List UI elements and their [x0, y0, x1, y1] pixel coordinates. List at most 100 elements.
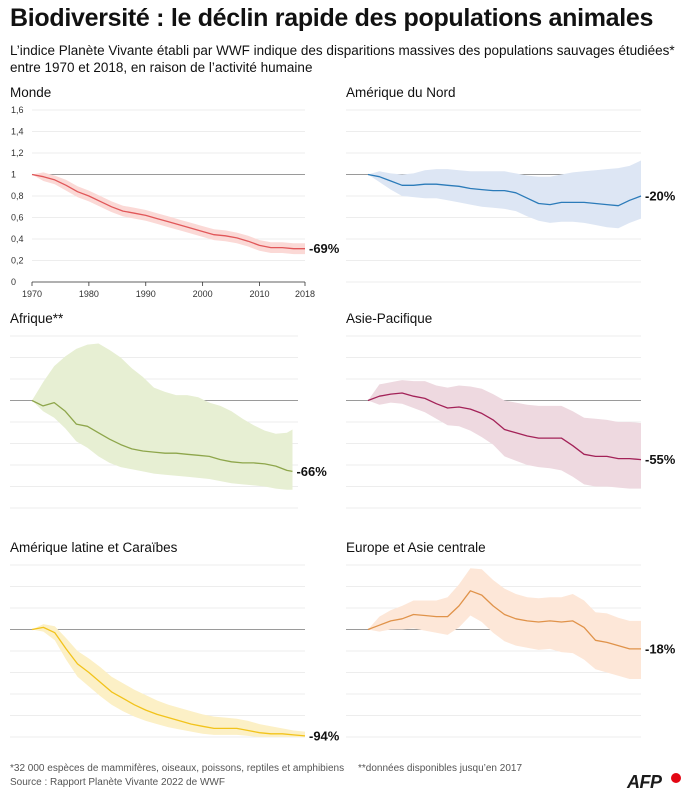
- data-point: [174, 452, 177, 455]
- data-point: [378, 395, 381, 398]
- afp-logo: AFP: [627, 772, 662, 792]
- data-point: [594, 455, 597, 458]
- panel-title-afrique: Afrique**: [10, 311, 64, 326]
- data-point: [291, 470, 294, 473]
- data-point: [99, 200, 102, 203]
- data-point: [258, 244, 261, 247]
- data-point: [366, 173, 369, 176]
- footnote-species: *32 000 espèces de mammifères, oiseaux, …: [10, 763, 345, 774]
- data-point: [269, 732, 272, 735]
- data-point: [42, 175, 45, 178]
- data-point: [224, 234, 227, 237]
- data-point: [87, 671, 90, 674]
- data-point: [42, 626, 45, 629]
- x-tick-label: 2018: [295, 289, 315, 299]
- y-tick-label: 0,6: [11, 213, 24, 223]
- x-tick-label: 2010: [249, 289, 269, 299]
- data-point: [469, 187, 472, 190]
- data-point: [389, 179, 392, 182]
- index-line-afrique: [31, 399, 293, 473]
- data-point: [65, 647, 68, 650]
- y-tick-label: 0,8: [11, 191, 24, 201]
- confidence-band-amerique-latine-et-caraibes: [32, 624, 305, 737]
- data-point: [412, 613, 415, 616]
- data-point: [269, 246, 272, 249]
- source-note: Source : Rapport Planète Vivante 2022 de…: [10, 777, 225, 788]
- data-point: [178, 223, 181, 226]
- data-point: [583, 453, 586, 456]
- data-point: [76, 190, 79, 193]
- data-point: [435, 183, 438, 186]
- data-point: [219, 458, 222, 461]
- data-point: [247, 240, 250, 243]
- index-line-monde: [31, 173, 305, 250]
- data-point: [121, 209, 124, 212]
- x-tick-label: 1970: [22, 289, 42, 299]
- data-point: [571, 201, 574, 204]
- data-point: [639, 194, 642, 197]
- data-point: [412, 395, 415, 398]
- index-line-amerique-latine-et-caraibes: [31, 626, 306, 737]
- data-point: [65, 184, 68, 187]
- data-point: [628, 647, 631, 650]
- data-point: [41, 404, 44, 407]
- y-tick-label: 1,4: [11, 127, 24, 137]
- data-point: [628, 457, 631, 460]
- data-point: [178, 719, 181, 722]
- data-point: [197, 454, 200, 457]
- data-point: [212, 727, 215, 730]
- data-point: [503, 428, 506, 431]
- data-point: [639, 458, 642, 461]
- x-tick-label: 1990: [136, 289, 156, 299]
- confidence-band-asie-pacifique: [368, 380, 641, 489]
- data-point: [75, 423, 78, 426]
- data-point: [30, 399, 33, 402]
- data-point: [571, 619, 574, 622]
- y-tick-label: 1,6: [11, 105, 24, 115]
- data-point: [87, 194, 90, 197]
- data-point: [274, 464, 277, 467]
- data-point: [208, 455, 211, 458]
- data-point: [457, 405, 460, 408]
- panel-title-asie-pacifique: Asie-Pacifique: [346, 311, 432, 326]
- chart-panel-monde: Monde 0 0,2 0,4 0,6 0,8 1 1,2 1,4 1,6 1970 1980 1990…: [10, 85, 340, 299]
- data-point: [144, 709, 147, 712]
- chart-panel-afrique: Afrique** -66%: [10, 311, 327, 509]
- change-label-amerique-du-nord: -20%: [645, 189, 676, 204]
- data-point: [133, 212, 136, 215]
- data-point: [201, 230, 204, 233]
- data-point: [366, 628, 369, 631]
- data-point: [212, 233, 215, 236]
- data-point: [53, 401, 56, 404]
- data-point: [130, 447, 133, 450]
- data-point: [97, 431, 100, 434]
- change-label-europe-et-asie-centrale: -18%: [645, 641, 676, 656]
- data-point: [492, 189, 495, 192]
- data-point: [457, 604, 460, 607]
- data-point: [366, 399, 369, 402]
- data-point: [560, 201, 563, 204]
- data-point: [110, 205, 113, 208]
- data-point: [76, 662, 79, 665]
- data-point: [594, 639, 597, 642]
- data-point: [617, 204, 620, 207]
- data-point: [401, 391, 404, 394]
- panel-title-europe-et-asie-centrale: Europe et Asie centrale: [346, 540, 486, 555]
- panel-title-amerique-latine-et-caraibes: Amérique latine et Caraïbes: [10, 540, 178, 555]
- data-point: [141, 449, 144, 452]
- footnote-data-availability: **données disponibles jusqu’en 2017: [358, 763, 523, 774]
- data-point: [537, 202, 540, 205]
- data-point: [121, 697, 124, 700]
- data-point: [469, 408, 472, 411]
- data-point: [190, 723, 193, 726]
- data-point: [503, 189, 506, 192]
- data-point: [285, 469, 288, 472]
- chart-panel-asie-pacifique: Asie-Pacifique -55%: [346, 311, 676, 509]
- data-point: [144, 214, 147, 217]
- change-label-amerique-latine-et-caraibes: -94%: [309, 728, 340, 743]
- x-tick-label: 2000: [193, 289, 213, 299]
- data-point: [571, 444, 574, 447]
- data-point: [389, 619, 392, 622]
- data-point: [167, 220, 170, 223]
